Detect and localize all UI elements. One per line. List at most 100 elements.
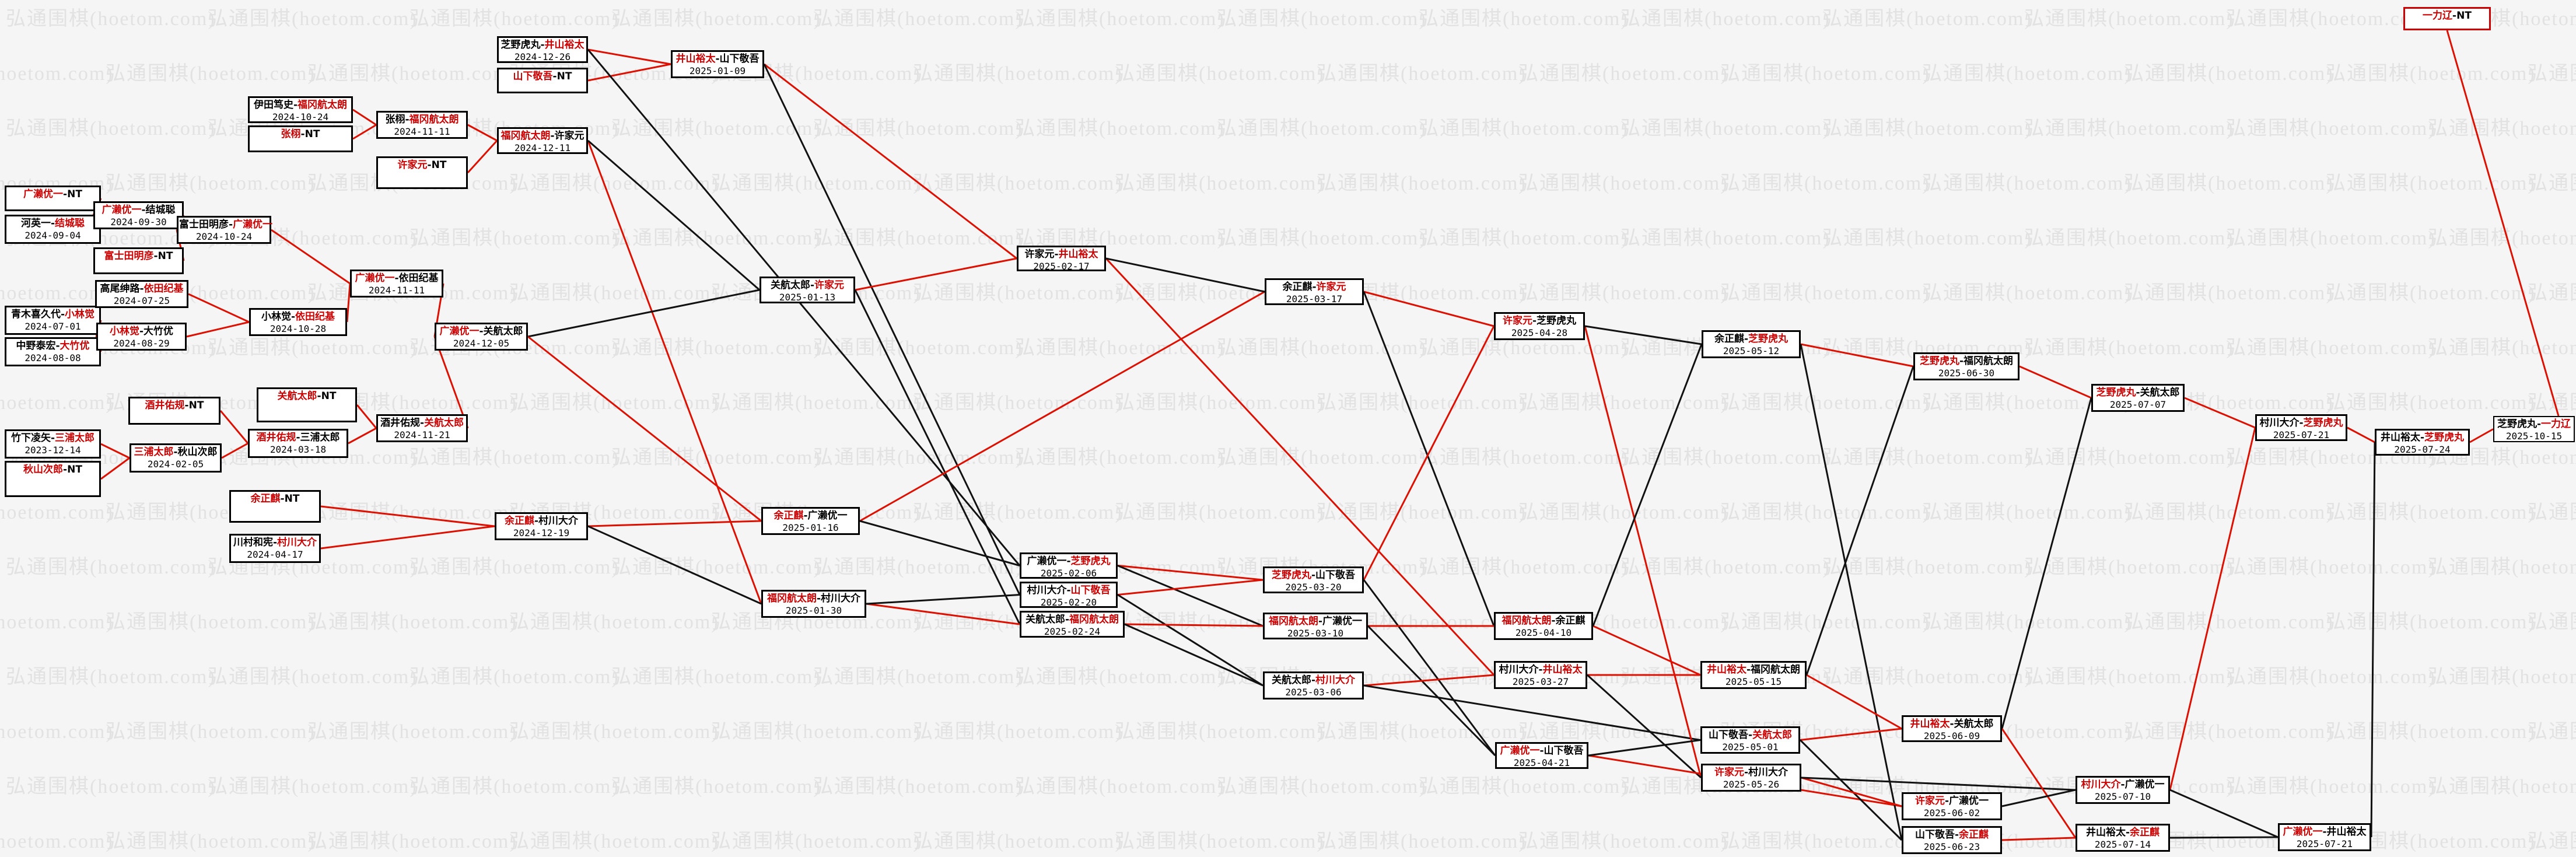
player-left: 关航太郎: [1025, 614, 1065, 625]
dash: -: [1054, 249, 1059, 260]
player-right: 许家元: [554, 130, 584, 142]
dash: -: [816, 593, 821, 604]
watermark-text: 弘通围棋(hoetom.com): [2226, 666, 2436, 688]
bracket-line: [2184, 397, 2256, 429]
bracket-line: [1586, 674, 1702, 779]
match-box-F4: 福冈航太朗-村川大介 2025-01-30: [761, 590, 866, 618]
bracket-line: [348, 427, 377, 445]
match-players: 余正麒-广濑优一: [764, 510, 858, 522]
match-players: 秋山次郎-NT: [7, 464, 99, 476]
match-box-E4: 广濑优一-关航太郎 2024-12-05: [435, 323, 528, 351]
player-left: 芝野虎丸: [1271, 569, 1311, 581]
bracket-line: [1588, 739, 1701, 757]
watermark-text: 弘通围棋(hoetom.com): [2024, 337, 2234, 359]
player-left: 芝野虎丸: [501, 39, 541, 51]
player-left: 张栩: [281, 128, 301, 140]
watermark-text: 弘通围棋(hoetom.com): [913, 173, 1123, 194]
match-players: 广濑优一-芝野虎丸: [1022, 555, 1115, 568]
watermark-text: 弘通围棋(hoetom.com): [6, 8, 216, 30]
bracket-line: [1800, 344, 1903, 841]
watermark-text: 弘通围棋(hoetom.com): [2226, 228, 2436, 249]
bracket-line: [221, 442, 249, 459]
watermark-text: 弘通围棋(hoetom.com): [611, 666, 821, 688]
bracket-line: [467, 124, 498, 142]
match-players: 福冈航太朗-许家元: [499, 130, 586, 142]
dash: -: [63, 188, 68, 200]
dash: -: [715, 53, 720, 65]
match-players: 村川大介-芝野虎丸: [2258, 417, 2345, 429]
dash: -: [1944, 795, 1950, 807]
watermark-text: 弘通围棋(hoetom.com): [2326, 392, 2536, 414]
match-date: 2024-12-11: [514, 142, 571, 153]
watermark-text: 弘通围棋(hoetom.com): [6, 557, 216, 578]
match-players: 广濑优一-关航太郎: [437, 326, 526, 338]
dash: -: [60, 309, 65, 320]
player-left: 村川大介: [1499, 664, 1539, 676]
player-right: NT: [431, 159, 447, 171]
player-left: 广濑优一: [23, 188, 64, 200]
watermark-text: 弘通围棋(hoetom.com): [307, 63, 517, 85]
player-right: NT: [158, 250, 173, 262]
match-players: 福冈航太朗-广濑优一: [1265, 615, 1366, 628]
watermark-text: 弘通围棋(hoetom.com): [611, 447, 821, 468]
watermark-text: 弘通围棋(hoetom.com): [2326, 282, 2536, 304]
bracket-line: [587, 48, 671, 65]
player-left: 许家元: [397, 159, 428, 171]
match-box-C7: 余正麒-NT: [229, 490, 321, 523]
match-date: 2025-07-21: [2273, 429, 2330, 440]
watermark-text: 弘通围棋(hoetom.com): [913, 831, 1123, 852]
player-left: 一力辽: [2423, 10, 2453, 22]
player-left: 福冈航太朗: [766, 593, 817, 604]
dash: -: [1744, 333, 1749, 345]
player-left: 河英一: [20, 218, 51, 229]
dash: -: [534, 515, 539, 527]
player-right: 山下敬吾: [1315, 569, 1356, 581]
match-box-G3: 村川大介-山下敬吾 2025-02-20: [1020, 582, 1118, 608]
watermark-text: 弘通围棋(hoetom.com): [6, 666, 216, 688]
watermark-text: 弘通围棋(hoetom.com): [1115, 173, 1325, 194]
watermark-text: 弘通围棋(hoetom.com): [307, 831, 517, 852]
match-date: 2025-05-15: [1725, 676, 1782, 687]
watermark-text: 弘通围棋(hoetom.com): [1317, 831, 1527, 852]
player-right: 芝野虎丸: [2303, 417, 2343, 429]
bracket-line: [1367, 625, 1496, 757]
watermark-text: 弘通围棋(hoetom.com): [1419, 8, 1629, 30]
watermark-text: 弘通围棋(hoetom.com): [509, 831, 719, 852]
watermark-text: 弘通围棋(hoetom.com): [1822, 118, 2032, 139]
player-left: 小林觉: [109, 326, 139, 337]
bracket-line: [100, 457, 130, 480]
player-right: 三浦太郎: [55, 432, 95, 444]
player-left: 井山裕太: [1910, 718, 1950, 730]
bracket-line: [352, 109, 377, 126]
match-date: 2025-03-20: [1285, 582, 1342, 593]
bracket-line: [587, 525, 762, 605]
match-players: 余正麒-村川大介: [497, 515, 586, 527]
watermark-text: 弘通围棋(hoetom.com): [2124, 63, 2334, 85]
match-players: 广濑优一-NT: [7, 188, 99, 201]
watermark-text: 弘通围棋(hoetom.com): [1217, 337, 1427, 359]
match-date: 2025-04-28: [1511, 327, 1568, 338]
match-players: 福冈航太朗-余正麒: [1496, 615, 1591, 627]
watermark-text: 弘通围棋(hoetom.com): [509, 611, 719, 633]
match-box-E3: 福冈航太朗-许家元 2024-12-11: [497, 127, 588, 154]
player-right: 许家元: [814, 279, 845, 291]
match-date: 2025-01-09: [689, 65, 746, 76]
match-box-K2: 井山裕太-关航太郎 2025-06-09: [1902, 715, 2002, 742]
dash: -: [296, 432, 300, 443]
match-date: 2024-07-25: [113, 295, 170, 306]
bracket-line: [2169, 836, 2278, 839]
match-box-I1: 许家元-芝野虎丸 2025-04-28: [1494, 312, 1585, 340]
match-box-C8: 川村和宪-村川大介 2024-04-17: [229, 534, 321, 563]
dash: -: [427, 159, 432, 171]
watermark-text: 弘通围棋(hoetom.com): [0, 282, 114, 304]
watermark-text: 弘通围棋(hoetom.com): [813, 337, 1023, 359]
dash: -: [479, 326, 484, 337]
watermark-text: 弘通围棋(hoetom.com): [2528, 611, 2576, 633]
dash: -: [1311, 674, 1316, 686]
bracket-line: [1124, 623, 1264, 687]
match-date: 2025-05-01: [1722, 741, 1779, 753]
player-left: 青木喜久代: [10, 309, 61, 320]
player-left: 芝野虎丸: [2096, 387, 2136, 398]
player-right: 村川大介: [277, 537, 317, 548]
